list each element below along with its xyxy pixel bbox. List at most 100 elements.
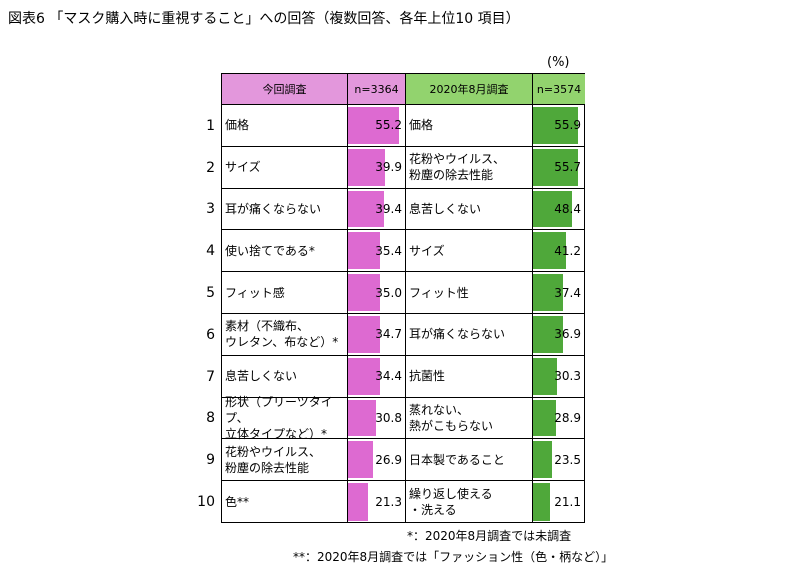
prev-bar [533,107,578,144]
current-value-cell: 39.9 [348,146,406,188]
table-row: 色** 21.3 繰り返し使える ・洗える 21.1 [222,481,584,523]
current-value-label: 35.4 [375,243,402,258]
prev-value-label: 36.9 [554,327,581,342]
current-item-label: 耳が痛くならない [222,188,348,230]
rank-number: 1 [206,117,215,134]
current-value-cell: 26.9 [348,439,406,481]
current-bar [348,232,381,270]
prev-value-label: 41.2 [554,243,581,258]
current-item-label: 花粉やウイルス、 粉塵の除去性能 [222,439,348,481]
rank-number: 7 [206,368,215,385]
table-row: 形状（プリーツタイプ、 立体タイプなど）* 30.8 蒸れない、 熱がこもらない 28… [222,395,584,441]
header-prev-n: n=3574 [533,74,585,105]
current-item-label: サイズ [222,146,348,188]
table-row: フィット感 35.0 フィット性 37.4 [222,272,584,314]
table-row: 使い捨てである* 35.4 サイズ 41.2 [222,230,584,273]
table-row: 価格 55.2 価格 55.9 [222,105,584,147]
current-item-label: 色** [222,481,348,523]
prev-value-cell: 23.5 [533,439,584,480]
rank-number: 9 [206,452,215,469]
prev-value-cell: 36.9 [533,314,584,355]
prev-item-label: 繰り返し使える ・洗える [406,481,533,523]
header-prev-label: 2020年8月調査 [406,74,533,105]
chart-title: 図表6 「マスク購入時に重視すること」への回答（複数回答、各年上位10 項目） [8,11,520,27]
footnote-2: **：2020年8月調査では「ファッション性（色・柄など）」 [293,550,614,564]
rank-number: 2 [206,159,215,176]
prev-value-cell: 30.3 [533,356,584,397]
table-row: 素材（不織布、 ウレタン、布など）* 34.7 耳が痛くならない 36.9 [222,314,584,356]
current-bar [348,483,368,521]
prev-value-label: 21.1 [554,495,581,510]
current-value-label: 30.8 [375,410,402,425]
current-value-cell: 21.3 [348,481,406,523]
current-bar [348,441,373,479]
current-item-label: フィット感 [222,272,348,313]
prev-value-label: 28.9 [554,410,581,425]
prev-value-label: 23.5 [554,452,581,467]
prev-bar [533,316,563,353]
prev-bar [533,148,578,186]
ranking-table: 今回調査 n=3364 2020年8月調査 n=3574 価格 55.2 価格 55.… [221,73,585,523]
prev-value-cell: 21.1 [533,481,584,523]
current-value-label: 35.0 [375,285,402,300]
current-value-cell: 35.4 [348,230,406,272]
current-bar [348,316,380,353]
current-item-label: 価格 [222,105,348,146]
prev-value-cell: 28.9 [533,398,584,439]
current-value-label: 34.4 [375,369,402,384]
current-item-label: 形状（プリーツタイプ、 立体タイプなど）* [222,395,348,441]
prev-value-cell: 55.9 [533,105,584,146]
current-bar [348,274,381,311]
prev-bar [533,483,550,521]
prev-value-cell: 55.7 [533,147,584,188]
prev-bar [533,232,566,270]
prev-value-cell: 41.2 [533,230,584,271]
table-row: サイズ 39.9 花粉やウイルス、 粉塵の除去性能 55.7 [222,146,584,189]
prev-item-label: 価格 [406,105,533,146]
rank-number: 6 [206,326,215,343]
prev-value-cell: 48.4 [533,189,584,230]
prev-item-label: 花粉やウイルス、 粉塵の除去性能 [406,146,533,188]
current-bar [348,399,377,437]
unit-label: (%) [547,55,570,70]
current-value-label: 26.9 [375,452,402,467]
current-value-cell: 35.0 [348,272,406,313]
current-value-cell: 55.2 [348,105,406,146]
prev-item-label: 日本製であること [406,439,533,481]
table-row: 花粉やウイルス、 粉塵の除去性能 26.9 日本製であること 23.5 [222,439,584,482]
current-item-label: 使い捨てである* [222,230,348,272]
rank-number: 3 [206,201,215,218]
current-item-label: 息苦しくない [222,355,348,397]
current-value-cell: 34.7 [348,314,406,355]
footnote-1: *：2020年8月調査では未調査 [407,529,572,543]
prev-value-label: 30.3 [554,369,581,384]
header-current-n: n=3364 [348,74,406,105]
prev-value-label: 37.4 [554,285,581,300]
current-bar [348,357,380,395]
rank-number: 8 [206,410,215,427]
table-row: 耳が痛くならない 39.4 息苦しくない 48.4 [222,188,584,231]
current-value-label: 21.3 [375,495,402,510]
current-bar [348,190,385,228]
current-value-cell: 30.8 [348,397,406,439]
prev-item-label: 蒸れない、 熱がこもらない [406,397,533,439]
rank-number: 10 [197,494,215,511]
current-value-label: 39.4 [375,201,402,216]
current-value-label: 39.9 [375,160,402,175]
prev-value-label: 55.9 [554,118,581,133]
table-row: 息苦しくない 34.4 抗菌性 30.3 [222,355,584,398]
prev-item-label: フィット性 [406,272,533,313]
current-bar [348,148,385,186]
prev-bar [533,441,552,479]
rank-number: 5 [206,285,215,302]
prev-value-label: 48.4 [554,201,581,216]
current-value-cell: 39.4 [348,188,406,230]
current-value-cell: 34.4 [348,355,406,397]
prev-value-cell: 37.4 [533,272,584,313]
current-item-label: 素材（不織布、 ウレタン、布など）* [222,314,348,355]
current-value-label: 55.2 [375,118,402,133]
header-current-label: 今回調査 [222,74,348,105]
prev-item-label: サイズ [406,230,533,272]
current-bar [348,107,399,144]
prev-item-label: 耳が痛くならない [406,314,533,355]
